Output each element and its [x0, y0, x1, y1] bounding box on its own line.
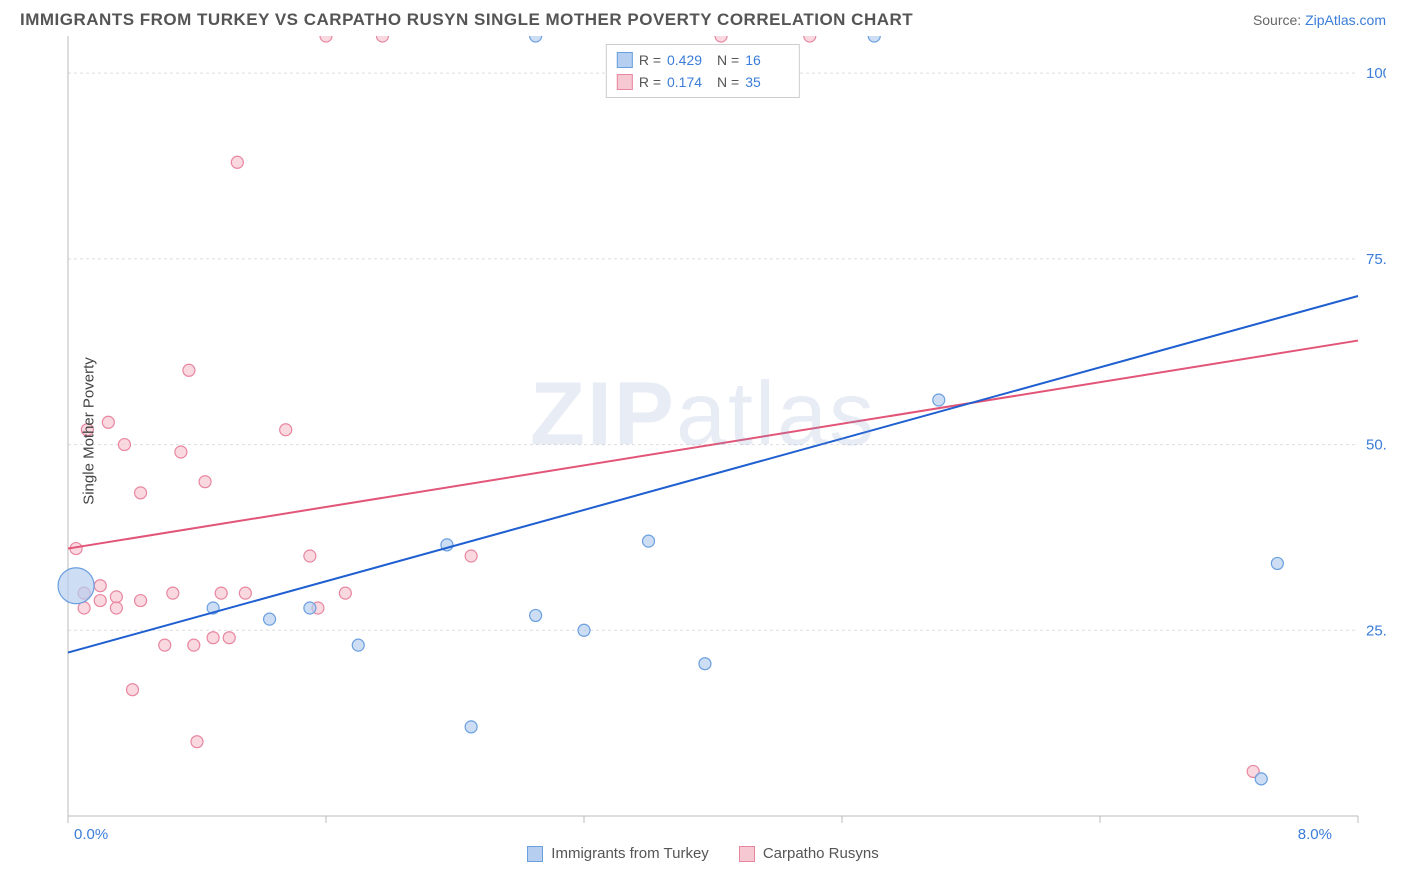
legend-row-series2: R = 0.174 N = 35	[617, 71, 789, 93]
svg-text:75.0%: 75.0%	[1366, 251, 1386, 268]
legend-item-series1: Immigrants from Turkey	[527, 845, 709, 862]
swatch-series1	[617, 52, 633, 68]
source-label: Source:	[1253, 12, 1305, 28]
swatch-series2	[617, 74, 633, 90]
scatter-chart: 25.0% 50.0% 75.0% 100.0%	[20, 36, 1386, 826]
x-axis-labels: 0.0% 8.0%	[68, 826, 1338, 843]
source-attribution: Source: ZipAtlas.com	[1253, 12, 1386, 28]
chart-container: Single Mother Poverty 25.0% 50.0% 75.0% 100…	[20, 36, 1386, 826]
swatch-series1-bottom	[527, 846, 543, 862]
y-axis-label: Single Mother Poverty	[80, 357, 97, 505]
x-min-label: 0.0%	[74, 826, 108, 843]
swatch-series2-bottom	[739, 846, 755, 862]
source-link[interactable]: ZipAtlas.com	[1305, 12, 1386, 28]
legend-item-series2: Carpatho Rusyns	[739, 845, 879, 862]
legend-row-series1: R = 0.429 N = 16	[617, 49, 789, 71]
chart-title: IMMIGRANTS FROM TURKEY VS CARPATHO RUSYN…	[20, 10, 913, 30]
x-max-label: 8.0%	[1298, 826, 1332, 843]
svg-text:100.0%: 100.0%	[1366, 65, 1386, 82]
svg-text:50.0%: 50.0%	[1366, 437, 1386, 454]
x-axis-area: 0.0% 8.0%	[68, 826, 1338, 843]
series-legend: Immigrants from Turkey Carpatho Rusyns	[0, 845, 1406, 862]
correlation-legend: R = 0.429 N = 16 R = 0.174 N = 35	[606, 44, 800, 98]
chart-header: IMMIGRANTS FROM TURKEY VS CARPATHO RUSYN…	[0, 0, 1406, 36]
svg-text:25.0%: 25.0%	[1366, 622, 1386, 639]
